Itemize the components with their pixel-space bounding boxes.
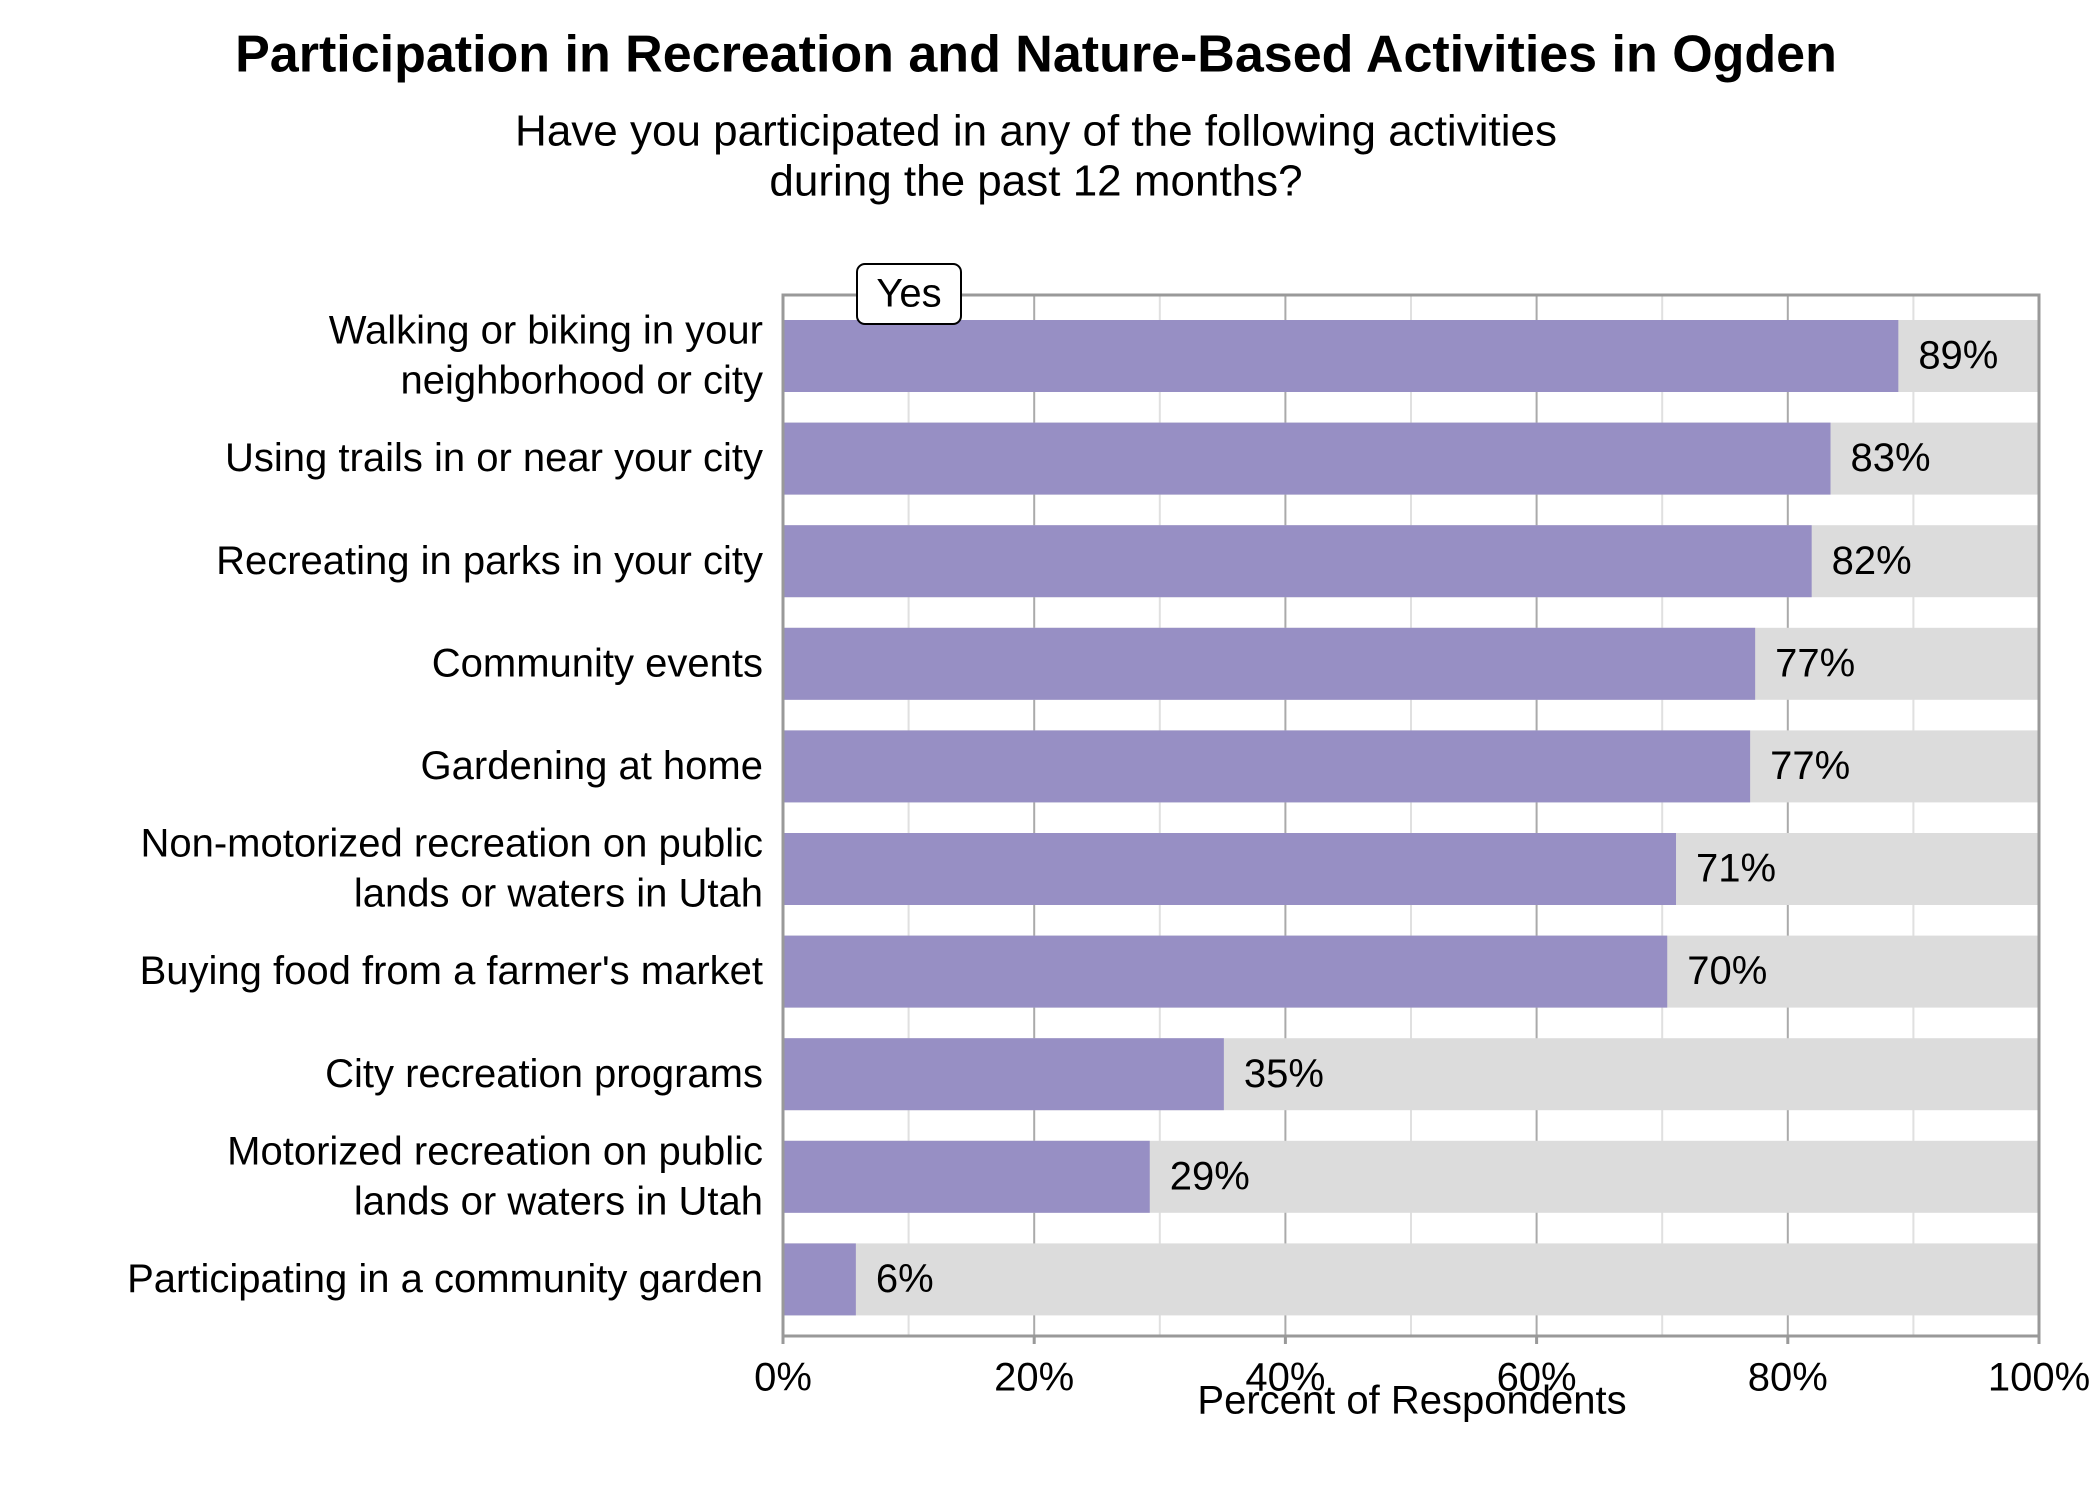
x-tick-label: 20% [994, 1356, 1074, 1400]
legend-box [856, 263, 962, 325]
value-label: 70% [1687, 949, 1767, 993]
chart-subtitle: Have you participated in any of the foll… [515, 107, 1557, 156]
bar [783, 1140, 1150, 1213]
bar [783, 320, 1899, 392]
y-tick-label: Motorized recreation on public [227, 1129, 763, 1173]
bar [783, 935, 1668, 1008]
value-label: 71% [1696, 847, 1776, 891]
y-tick-label: neighborhood or city [401, 359, 763, 403]
y-tick-label: Buying food from a farmer's market [140, 949, 763, 993]
y-tick-label: Gardening at home [421, 744, 763, 788]
bar [783, 1038, 1224, 1111]
bar [783, 1243, 856, 1316]
y-tick-label: City recreation programs [325, 1052, 763, 1096]
value-label: 83% [1851, 436, 1931, 480]
x-tick-label: 100% [1988, 1356, 2090, 1400]
x-tick-label: 40% [1245, 1356, 1325, 1400]
value-label: 77% [1775, 641, 1855, 685]
value-label: 89% [1918, 334, 1998, 378]
legend-label: Yes [876, 272, 941, 316]
bar [783, 627, 1756, 700]
x-tick-label: 60% [1497, 1356, 1577, 1400]
x-tick-label: 80% [1748, 1356, 1828, 1400]
y-tick-label: lands or waters in Utah [354, 872, 763, 916]
value-label: 29% [1170, 1154, 1250, 1198]
bar-track [783, 1243, 2039, 1316]
value-label: 6% [876, 1257, 934, 1301]
bar [783, 833, 1677, 905]
y-tick-label: Using trails in or near your city [225, 436, 763, 480]
chart-title: Participation in Recreation and Nature-B… [235, 26, 1837, 84]
value-label: 82% [1832, 539, 1912, 583]
bar [783, 730, 1751, 803]
bar [783, 525, 1812, 598]
y-tick-label: Community events [432, 641, 763, 685]
chart-subtitle: during the past 12 months? [769, 157, 1302, 206]
value-label: 35% [1244, 1052, 1324, 1096]
bar [783, 422, 1831, 495]
y-tick-label: lands or waters in Utah [354, 1179, 763, 1223]
value-label: 77% [1770, 744, 1850, 788]
x-axis-title: Percent of Respondents [1197, 1379, 1626, 1423]
y-tick-label: Walking or biking in your [329, 309, 763, 353]
plot-frame [781, 293, 2041, 1338]
y-tick-label: Participating in a community garden [127, 1257, 763, 1301]
y-tick-label: Recreating in parks in your city [216, 539, 763, 583]
x-tick-label: 0% [754, 1356, 812, 1400]
y-tick-label: Non-motorized recreation on public [140, 822, 763, 866]
legend: Yes [856, 263, 962, 325]
